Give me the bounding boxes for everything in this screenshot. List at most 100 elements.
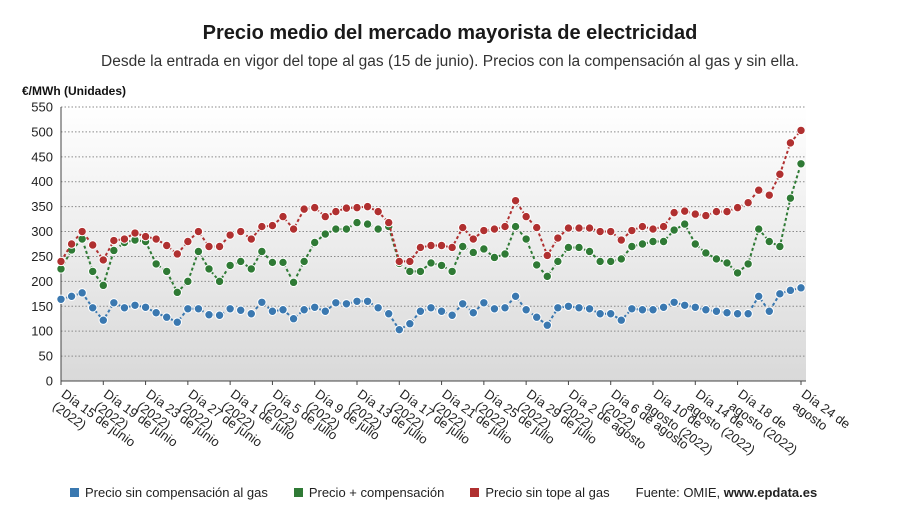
data-point[interactable] [648, 236, 658, 247]
data-point[interactable] [151, 308, 161, 318]
data-point[interactable] [658, 236, 669, 247]
data-point[interactable] [542, 271, 552, 282]
data-point[interactable] [151, 234, 161, 244]
data-point[interactable] [775, 169, 785, 179]
data-point[interactable] [627, 304, 637, 314]
data-point[interactable] [489, 304, 500, 314]
data-point[interactable] [394, 256, 404, 267]
data-point[interactable] [236, 256, 246, 267]
data-point[interactable] [510, 221, 521, 232]
data-point[interactable] [320, 306, 330, 316]
data-point[interactable] [56, 294, 66, 304]
data-point[interactable] [648, 305, 658, 315]
data-point[interactable] [489, 252, 500, 263]
data-point[interactable] [257, 297, 267, 307]
data-point[interactable] [690, 239, 700, 249]
data-point[interactable] [130, 300, 140, 310]
data-point[interactable] [299, 256, 309, 267]
data-point[interactable] [373, 303, 383, 313]
data-point[interactable] [267, 306, 278, 316]
data-point[interactable] [542, 320, 552, 330]
data-point[interactable] [183, 236, 193, 247]
data-point[interactable] [637, 305, 648, 315]
data-point[interactable] [341, 224, 352, 234]
data-point[interactable] [288, 224, 299, 234]
data-point[interactable] [510, 195, 521, 206]
data-point[interactable] [521, 211, 531, 222]
data-point[interactable] [352, 202, 362, 213]
data-point[interactable] [616, 235, 626, 245]
data-point[interactable] [214, 241, 225, 252]
data-point[interactable] [66, 239, 77, 249]
data-point[interactable] [225, 260, 235, 271]
data-point[interactable] [584, 223, 595, 233]
data-point[interactable] [637, 221, 648, 232]
data-point[interactable] [468, 234, 478, 244]
data-point[interactable] [109, 298, 119, 308]
data-point[interactable] [362, 219, 373, 229]
data-point[interactable] [510, 291, 521, 302]
data-point[interactable] [785, 285, 796, 296]
data-point[interactable] [183, 276, 193, 287]
data-point[interactable] [267, 220, 278, 231]
data-point[interactable] [553, 303, 563, 313]
data-point[interactable] [426, 258, 436, 268]
data-point[interactable] [595, 226, 605, 237]
data-point[interactable] [246, 264, 256, 274]
data-point[interactable] [373, 206, 383, 217]
data-point[interactable] [754, 185, 764, 195]
data-point[interactable] [183, 304, 193, 314]
data-point[interactable] [563, 301, 574, 311]
data-point[interactable] [680, 206, 690, 216]
data-point[interactable] [764, 236, 774, 247]
data-point[interactable] [352, 217, 362, 228]
data-point[interactable] [595, 309, 605, 319]
data-point[interactable] [479, 298, 489, 308]
data-point[interactable] [140, 231, 151, 242]
data-point[interactable] [574, 223, 584, 233]
data-point[interactable] [754, 291, 764, 302]
data-point[interactable] [754, 224, 764, 234]
data-point[interactable] [616, 254, 626, 264]
data-point[interactable] [109, 235, 119, 246]
data-point[interactable] [405, 319, 415, 329]
data-point[interactable] [373, 224, 383, 234]
data-point[interactable] [331, 206, 341, 217]
data-point[interactable] [384, 217, 394, 228]
data-point[interactable] [775, 241, 785, 252]
data-point[interactable] [701, 210, 711, 221]
data-point[interactable] [130, 228, 140, 238]
data-point[interactable] [669, 225, 679, 235]
data-point[interactable] [701, 248, 711, 258]
data-point[interactable] [362, 201, 373, 212]
data-point[interactable] [606, 309, 616, 319]
data-point[interactable] [680, 300, 690, 310]
data-point[interactable] [405, 266, 415, 277]
data-point[interactable] [584, 246, 595, 257]
data-point[interactable] [563, 223, 574, 233]
data-point[interactable] [257, 246, 267, 257]
data-point[interactable] [331, 224, 341, 234]
data-point[interactable] [553, 233, 563, 243]
data-point[interactable] [299, 305, 309, 315]
data-point[interactable] [109, 245, 119, 256]
data-point[interactable] [785, 138, 796, 148]
data-point[interactable] [257, 221, 267, 232]
data-point[interactable] [172, 317, 182, 327]
data-point[interactable] [458, 299, 468, 309]
data-point[interactable] [331, 298, 341, 308]
data-point[interactable] [616, 315, 626, 325]
data-point[interactable] [732, 268, 743, 278]
data-point[interactable] [563, 242, 574, 253]
data-point[interactable] [288, 277, 299, 288]
data-point[interactable] [384, 309, 394, 319]
data-point[interactable] [278, 305, 288, 315]
data-point[interactable] [542, 250, 552, 261]
data-point[interactable] [732, 202, 743, 213]
data-point[interactable] [595, 256, 605, 267]
data-point[interactable] [162, 266, 172, 277]
data-point[interactable] [246, 309, 256, 319]
data-point[interactable] [669, 297, 679, 307]
data-point[interactable] [658, 302, 669, 312]
data-point[interactable] [436, 306, 447, 316]
